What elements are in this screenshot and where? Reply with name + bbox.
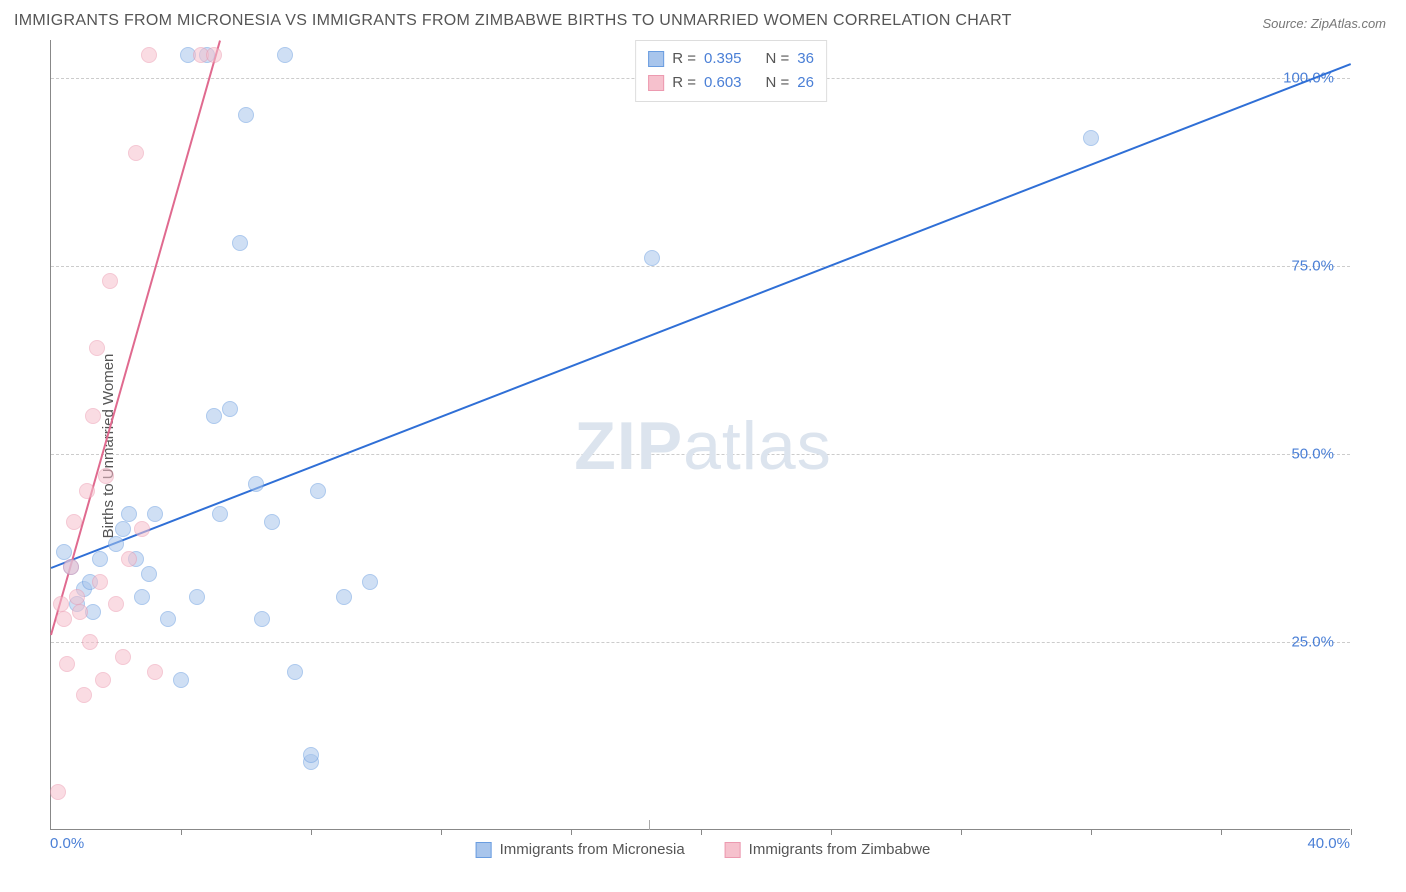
- gridline-h: [51, 266, 1350, 267]
- n-label: N =: [766, 71, 790, 95]
- data-point: [303, 747, 319, 763]
- source-label: Source: ZipAtlas.com: [1262, 16, 1386, 31]
- y-tick-label: 75.0%: [1291, 257, 1334, 274]
- data-point: [287, 664, 303, 680]
- x-tick: [831, 829, 832, 835]
- trend-line: [51, 63, 1352, 569]
- r-label: R =: [672, 71, 696, 95]
- data-point: [238, 107, 254, 123]
- data-point: [69, 589, 85, 605]
- data-point: [59, 656, 75, 672]
- data-point: [134, 521, 150, 537]
- legend-series-label: Immigrants from Zimbabwe: [749, 841, 931, 858]
- data-point: [212, 506, 228, 522]
- legend-series: Immigrants from Micronesia Immigrants fro…: [476, 841, 931, 858]
- x-tick: [311, 829, 312, 835]
- data-point: [76, 687, 92, 703]
- x-tick: [181, 829, 182, 835]
- r-label: R =: [672, 47, 696, 71]
- data-point: [147, 664, 163, 680]
- legend-stats-row: R = 0.395 N = 36: [648, 47, 814, 71]
- legend-swatch: [648, 75, 664, 91]
- data-point: [56, 544, 72, 560]
- data-point: [644, 250, 660, 266]
- data-point: [50, 784, 66, 800]
- data-point: [1083, 130, 1099, 146]
- legend-swatch: [648, 51, 664, 67]
- data-point: [141, 566, 157, 582]
- x-tick: [441, 829, 442, 835]
- data-point: [115, 521, 131, 537]
- data-point: [72, 604, 88, 620]
- x-tick: [1091, 829, 1092, 835]
- data-point: [89, 340, 105, 356]
- data-point: [206, 47, 222, 63]
- data-point: [264, 514, 280, 530]
- x-tick: [961, 829, 962, 835]
- n-value: 36: [797, 47, 814, 71]
- x-axis-min-label: 0.0%: [50, 835, 84, 852]
- x-tick: [701, 829, 702, 835]
- data-point: [79, 483, 95, 499]
- data-point: [56, 611, 72, 627]
- legend-stats: R = 0.395 N = 36 R = 0.603 N = 26: [635, 40, 827, 102]
- legend-swatch: [725, 842, 741, 858]
- r-value: 0.395: [704, 47, 742, 71]
- data-point: [92, 574, 108, 590]
- data-point: [95, 672, 111, 688]
- y-tick-label: 25.0%: [1291, 633, 1334, 650]
- r-value: 0.603: [704, 71, 742, 95]
- x-axis-max-label: 40.0%: [1307, 835, 1350, 852]
- data-point: [63, 559, 79, 575]
- data-point: [121, 551, 137, 567]
- trend-line: [50, 41, 221, 636]
- data-point: [160, 611, 176, 627]
- legend-swatch: [476, 842, 492, 858]
- data-point: [92, 551, 108, 567]
- data-point: [85, 408, 101, 424]
- data-point: [254, 611, 270, 627]
- data-point: [108, 536, 124, 552]
- data-point: [141, 47, 157, 63]
- data-point: [134, 589, 150, 605]
- legend-series-label: Immigrants from Micronesia: [500, 841, 685, 858]
- gridline-h: [51, 454, 1350, 455]
- x-tick: [1351, 829, 1352, 835]
- legend-series-item: Immigrants from Zimbabwe: [725, 841, 931, 858]
- data-point: [336, 589, 352, 605]
- legend-series-item: Immigrants from Micronesia: [476, 841, 685, 858]
- data-point: [310, 483, 326, 499]
- x-tick: [571, 829, 572, 835]
- data-point: [66, 514, 82, 530]
- data-point: [189, 589, 205, 605]
- data-point: [147, 506, 163, 522]
- data-point: [102, 273, 118, 289]
- x-tick: [1221, 829, 1222, 835]
- data-point: [248, 476, 264, 492]
- n-value: 26: [797, 71, 814, 95]
- data-point: [232, 235, 248, 251]
- legend-stats-row: R = 0.603 N = 26: [648, 71, 814, 95]
- n-label: N =: [766, 47, 790, 71]
- data-point: [277, 47, 293, 63]
- data-point: [222, 401, 238, 417]
- data-point: [362, 574, 378, 590]
- data-point: [121, 506, 137, 522]
- data-point: [53, 596, 69, 612]
- data-point: [128, 145, 144, 161]
- y-tick-label: 50.0%: [1291, 445, 1334, 462]
- chart-title: IMMIGRANTS FROM MICRONESIA VS IMMIGRANTS…: [14, 12, 1012, 30]
- data-point: [206, 408, 222, 424]
- data-point: [82, 634, 98, 650]
- data-point: [98, 468, 114, 484]
- gridline-v: [649, 820, 650, 830]
- data-point: [115, 649, 131, 665]
- data-point: [173, 672, 189, 688]
- data-point: [108, 596, 124, 612]
- gridline-h: [51, 642, 1350, 643]
- plot-area: 25.0%50.0%75.0%100.0%: [50, 40, 1350, 830]
